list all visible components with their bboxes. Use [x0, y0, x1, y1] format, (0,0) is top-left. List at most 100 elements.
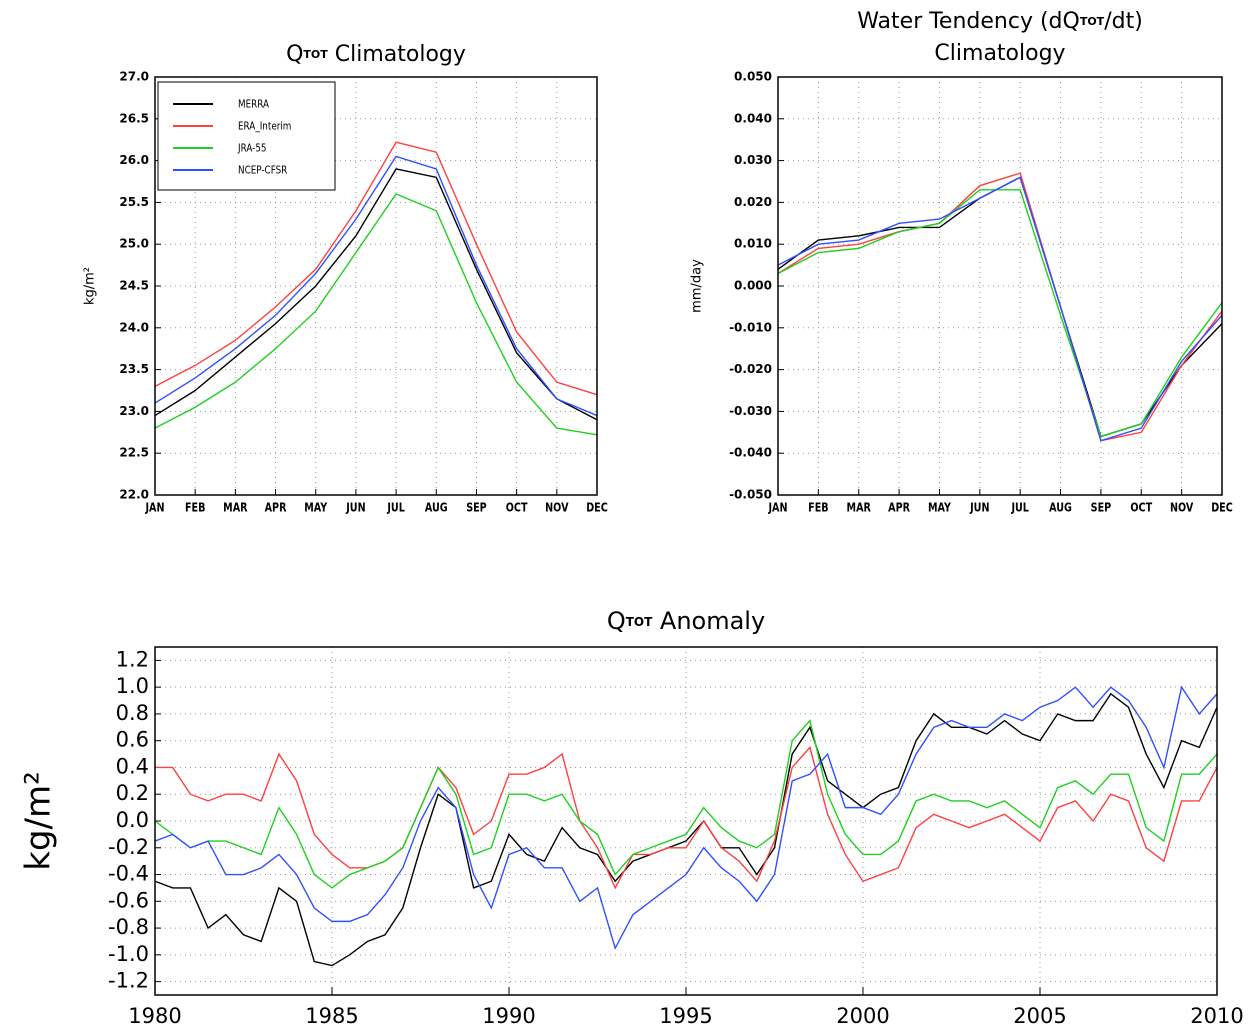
x-tick-label: JUN: [969, 500, 989, 514]
x-tick-label: OCT: [506, 500, 528, 514]
y-axis-label: kg/m²: [83, 267, 98, 305]
x-tick-label: OCT: [1130, 500, 1152, 514]
y-tick-label: 0.050: [734, 70, 772, 84]
y-tick-label: 1.0: [116, 674, 149, 698]
data-line: [777, 172, 1223, 442]
y-tick-label: 1.2: [116, 647, 149, 671]
x-tick-label: MAY: [928, 500, 951, 514]
data-line: [155, 745, 1218, 890]
y-tick-label: 0.010: [734, 237, 772, 251]
y-tick-label: -0.040: [729, 446, 772, 460]
x-tick-label: MAR: [223, 500, 248, 514]
y-tick-label: 23.0: [119, 404, 149, 418]
y-tick-label: 0.8: [116, 701, 149, 725]
data-line: [777, 189, 1223, 438]
y-tick-label: 27.0: [119, 70, 149, 84]
data-line: [154, 692, 1218, 967]
plot-frame: [154, 646, 1218, 996]
x-tick-label: FEB: [185, 500, 205, 514]
title-part: Q: [607, 607, 626, 635]
x-tick-label: JUL: [386, 500, 404, 514]
data-line: [154, 193, 598, 436]
y-tick-label: 0.030: [734, 153, 772, 167]
y-tick-label: -0.6: [108, 888, 149, 912]
y-tick-label: -0.4: [108, 862, 149, 886]
y-tick-label: -0.030: [729, 404, 772, 418]
y-tick-label: -1.0: [108, 942, 149, 966]
x-tick-label: 1995: [659, 1004, 712, 1028]
x-tick-label: FEB: [808, 500, 828, 514]
x-tick-label: 1980: [128, 1004, 181, 1028]
x-tick-label: NOV: [545, 500, 569, 514]
y-tick-label: 0.2: [116, 781, 149, 805]
data-line: [777, 176, 1223, 438]
y-axis-label: mm/day: [690, 259, 705, 313]
x-tick-label: DEC: [1211, 500, 1233, 514]
legend-label: MERRA: [238, 98, 269, 110]
plot-frame: [777, 76, 1223, 496]
y-tick-label: -1.2: [108, 969, 149, 993]
y-tick-label: -0.010: [729, 320, 772, 334]
x-tick-label: MAR: [847, 500, 872, 514]
title-part: Q: [286, 42, 303, 67]
y-tick-label: 25.5: [119, 195, 149, 209]
x-tick-label: JAN: [145, 500, 165, 514]
legend-label: ERA_Interim: [238, 120, 291, 132]
chart-title: Water Tendency (dQTOT/dt): [857, 9, 1143, 34]
x-tick-label: 2010: [1190, 1004, 1243, 1028]
y-tick-label: -0.8: [108, 915, 149, 939]
x-tick-label: 1985: [305, 1004, 358, 1028]
data-line: [154, 685, 1218, 950]
legend-box: [157, 81, 336, 191]
x-tick-label: MAY: [304, 500, 327, 514]
y-tick-label: 0.000: [734, 279, 772, 293]
chart: Water Tendency (dQTOT/dt) Climatology mm/d…: [690, 9, 1233, 515]
chart-title: QTOT Climatology: [286, 42, 466, 67]
title-part: Anomaly: [652, 607, 765, 635]
x-tick-label: AUG: [425, 500, 448, 514]
y-tick-label: 0.0: [116, 808, 149, 832]
x-tick-label: APR: [888, 500, 910, 514]
y-axis-label: kg/m²: [19, 771, 59, 870]
x-tick-label: AUG: [1049, 500, 1072, 514]
y-tick-label: 0.040: [734, 111, 772, 125]
x-tick-label: APR: [265, 500, 287, 514]
title-part: /dt): [1104, 9, 1143, 34]
x-tick-label: SEP: [466, 500, 487, 514]
y-tick-label: 23.5: [119, 362, 149, 376]
y-tick-label: -0.020: [729, 362, 772, 376]
x-tick-label: JAN: [768, 500, 788, 514]
data-line: [777, 176, 1223, 442]
chart: QTOT Anomaly kg/m² -1.2 -1.0 -0.8 -0.6-0.4 -0.…: [19, 607, 1244, 1028]
y-tick-label: -0.2: [108, 835, 149, 859]
title-subscript: TOT: [1080, 15, 1105, 28]
legend-label: NCEP-CFSR: [238, 164, 287, 176]
legend: MERRA ERA_Interim JRA-55 NCEP-CFSR: [157, 81, 336, 191]
y-tick-label: 26.5: [119, 111, 149, 125]
y-tick-label: 25.0: [119, 237, 149, 251]
y-tick-label: 22.0: [119, 488, 149, 502]
data-line: [154, 719, 1218, 889]
x-tick-label: NOV: [1170, 500, 1194, 514]
title-subscript: TOT: [626, 615, 653, 629]
chart: QTOT Climatology kg/m² 22.0 22.5 23.0 23.5 24.…: [83, 42, 608, 515]
x-tick-label: JUN: [345, 500, 365, 514]
y-tick-label: -0.050: [729, 488, 772, 502]
x-tick-label: 2000: [836, 1004, 889, 1028]
y-tick-label: 24.0: [119, 320, 149, 334]
x-tick-label: SEP: [1091, 500, 1112, 514]
x-tick-label: JUL: [1011, 500, 1029, 514]
y-tick-label: 24.5: [119, 279, 149, 293]
data-line: [154, 168, 598, 421]
data-line: [154, 141, 598, 396]
y-tick-label: 26.0: [119, 153, 149, 167]
legend-label: JRA-55: [237, 142, 266, 154]
title-part: Climatology: [328, 42, 466, 67]
chart-title: QTOT Anomaly: [607, 607, 765, 635]
plot-frame: [154, 76, 598, 496]
y-tick-label: 22.5: [119, 446, 149, 460]
y-tick-label: 0.020: [734, 195, 772, 209]
y-tick-label: 0.4: [116, 754, 149, 778]
x-tick-label: 2005: [1013, 1004, 1066, 1028]
